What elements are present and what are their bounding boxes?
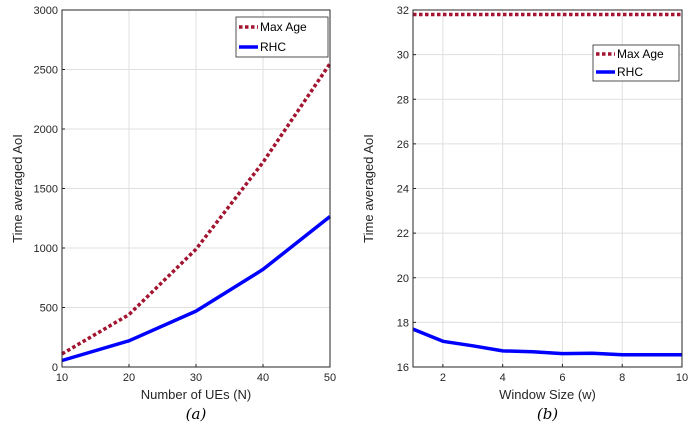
chart-b-y-tick-label: 32	[397, 5, 409, 17]
chart-a-series-max-age-line	[61, 62, 332, 356]
chart-a-y-tick-label: 2000	[34, 124, 58, 136]
chart-b-y-tick-label: 16	[397, 362, 409, 374]
chart-b-y-tick-label: 26	[397, 139, 409, 151]
chart-b-legend: Max Age RHC	[592, 44, 680, 82]
chart-b-x-axis-label: Window Size (w)	[499, 387, 596, 402]
chart-b-x-tick-label: 6	[559, 372, 565, 384]
chart-b-y-tick-label: 20	[397, 273, 409, 285]
chart-a-x-tick-label: 30	[190, 372, 202, 384]
chart-b-legend-label-rhc: RHC	[617, 65, 643, 79]
chart-a-series-rhc-line	[61, 215, 332, 363]
chart-b-x-tick-label: 4	[500, 372, 506, 384]
chart-b-y-tick-label: 24	[397, 184, 409, 196]
chart-b-y-tick-label: 22	[397, 228, 409, 240]
chart-a-caption: (a)	[186, 405, 207, 423]
chart-b-x-tick-label: 2	[440, 372, 446, 384]
chart-b-legend-box	[592, 44, 680, 82]
chart-b-y-axis-label: Time averaged AoI	[361, 134, 376, 243]
chart-a-y-tick-label: 1000	[34, 243, 58, 255]
chart-a-y-tick-label: 3000	[34, 5, 58, 17]
chart-a-legend-label-rhc: RHC	[260, 40, 286, 54]
chart-a-x-tick-label: 20	[123, 372, 135, 384]
chart-a-legend: Max Age RHC	[235, 16, 329, 58]
chart-a-y-tick-label: 500	[40, 303, 58, 315]
chart-a-y-tick-label: 2500	[34, 65, 58, 77]
chart-a-y-axis-label: Time averaged AoI	[10, 134, 25, 243]
chart-b-legend-label-max-age: Max Age	[617, 47, 664, 61]
chart-b-series-rhc-line	[412, 327, 682, 357]
chart-a-y-tick-label: 0	[52, 362, 58, 374]
chart-a: 10 20 30 40 50050010001500200025003000Number…	[10, 5, 336, 423]
chart-b-y-tick-label: 30	[397, 50, 409, 62]
chart-b-caption: (b)	[537, 405, 558, 423]
chart-a-legend-box	[235, 16, 329, 58]
chart-a-x-tick-label: 40	[257, 372, 269, 384]
chart-b-x-tick-label: 10	[676, 372, 688, 384]
chart-b-y-tick-label: 18	[397, 317, 409, 329]
chart-a-x-tick-label: 10	[56, 372, 68, 384]
chart-b-y-tick-label: 28	[397, 94, 409, 106]
chart-a-x-tick-label: 50	[324, 372, 336, 384]
chart-a-y-tick-label: 1500	[34, 184, 58, 196]
chart-a-x-axis-label: Number of UEs (N)	[141, 387, 252, 402]
chart-b-x-tick-label: 8	[619, 372, 625, 384]
chart-a-legend-label-max-age: Max Age	[260, 20, 307, 34]
